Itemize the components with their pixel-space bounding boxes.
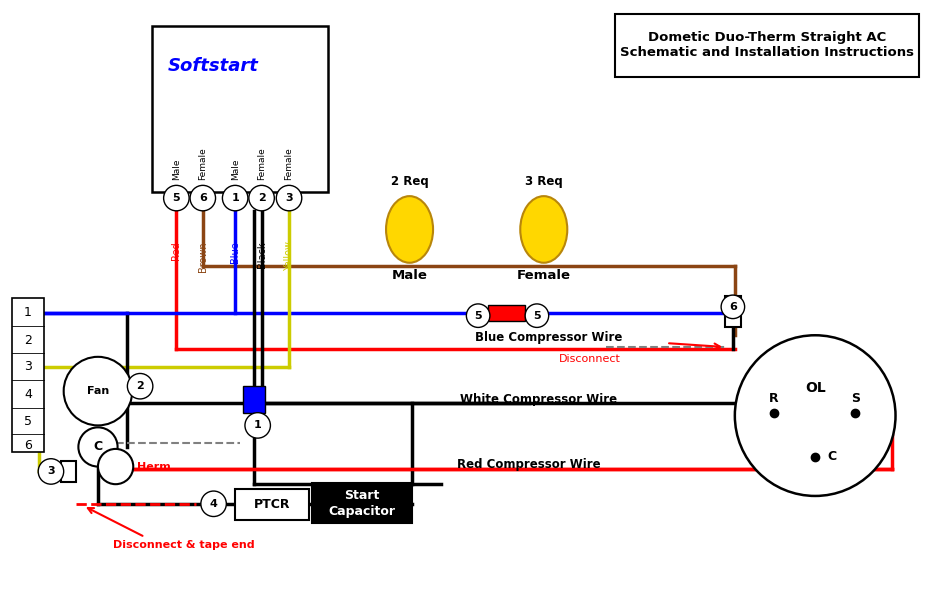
- Circle shape: [525, 304, 549, 328]
- Bar: [243, 386, 265, 413]
- Circle shape: [245, 413, 271, 438]
- Text: Female: Female: [199, 148, 207, 180]
- Text: C: C: [827, 450, 836, 463]
- Text: Disconnect & tape end: Disconnect & tape end: [113, 540, 254, 550]
- Bar: [61, 461, 77, 482]
- Text: R: R: [769, 392, 779, 405]
- Text: 2: 2: [24, 334, 32, 347]
- Text: 1: 1: [24, 306, 32, 319]
- Text: 3 Req: 3 Req: [525, 176, 563, 188]
- Text: Blue: Blue: [230, 241, 240, 263]
- Text: 5: 5: [534, 311, 541, 320]
- Ellipse shape: [386, 196, 433, 263]
- Circle shape: [276, 185, 302, 211]
- Text: Softstart: Softstart: [168, 57, 259, 75]
- Circle shape: [466, 304, 490, 328]
- Circle shape: [164, 185, 189, 211]
- Text: Female: Female: [517, 268, 570, 282]
- Text: Female: Female: [257, 148, 266, 180]
- Circle shape: [79, 427, 117, 467]
- Circle shape: [249, 185, 274, 211]
- Bar: [152, 26, 328, 192]
- Circle shape: [190, 185, 216, 211]
- Text: 4: 4: [210, 499, 218, 509]
- Text: Fan: Fan: [87, 386, 109, 396]
- Text: 6: 6: [729, 302, 737, 312]
- Circle shape: [721, 295, 745, 319]
- Text: 6: 6: [199, 193, 207, 203]
- Text: 5: 5: [172, 193, 180, 203]
- Circle shape: [201, 491, 226, 516]
- Circle shape: [98, 449, 133, 484]
- Text: 3: 3: [24, 360, 32, 373]
- Text: Red Compressor Wire: Red Compressor Wire: [457, 458, 601, 471]
- Text: 2: 2: [136, 381, 144, 391]
- Text: 1: 1: [254, 420, 261, 431]
- Bar: [11, 298, 44, 452]
- Ellipse shape: [520, 196, 568, 263]
- Text: Red: Red: [171, 241, 182, 260]
- Text: 3: 3: [286, 193, 293, 203]
- Text: 4: 4: [24, 388, 32, 401]
- Text: OL: OL: [805, 381, 826, 395]
- Text: Female: Female: [285, 148, 293, 180]
- Text: 3: 3: [47, 467, 55, 476]
- Text: Yellow: Yellow: [284, 241, 294, 271]
- Text: Male: Male: [392, 268, 428, 282]
- Text: White Compressor Wire: White Compressor Wire: [461, 394, 618, 407]
- Text: 5: 5: [24, 415, 32, 428]
- Text: Male: Male: [231, 159, 239, 180]
- Text: 1: 1: [231, 193, 239, 203]
- Text: 6: 6: [24, 440, 32, 452]
- Text: S: S: [850, 392, 860, 405]
- Circle shape: [63, 357, 132, 425]
- Bar: [725, 296, 741, 328]
- Text: Brown: Brown: [198, 241, 208, 272]
- Bar: [615, 14, 919, 77]
- Text: Start
Capacitor: Start Capacitor: [328, 489, 395, 518]
- Text: 2: 2: [257, 193, 266, 203]
- Text: Blue Compressor Wire: Blue Compressor Wire: [475, 331, 622, 344]
- Text: C: C: [94, 440, 102, 453]
- Text: 2 Req: 2 Req: [391, 176, 429, 188]
- Circle shape: [128, 373, 153, 399]
- Text: Dometic Duo-Therm Straight AC
Schematic and Installation Instructions: Dometic Duo-Therm Straight AC Schematic …: [621, 31, 914, 59]
- Circle shape: [222, 185, 248, 211]
- Text: Herm: Herm: [137, 462, 171, 471]
- Bar: [311, 483, 412, 524]
- Text: Disconnect: Disconnect: [558, 354, 621, 364]
- Circle shape: [38, 459, 63, 484]
- Text: PTCR: PTCR: [254, 498, 290, 512]
- Text: Male: Male: [172, 159, 181, 180]
- Text: 5: 5: [474, 311, 482, 320]
- Circle shape: [735, 335, 896, 496]
- Bar: [236, 489, 308, 521]
- Text: Black: Black: [256, 241, 267, 268]
- Bar: [488, 305, 525, 320]
